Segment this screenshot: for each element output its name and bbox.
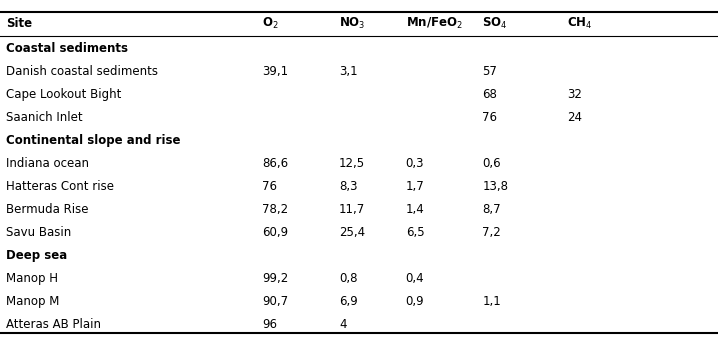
Text: Indiana ocean: Indiana ocean <box>6 157 89 170</box>
Text: 12,5: 12,5 <box>339 157 365 170</box>
Text: 7,2: 7,2 <box>482 226 501 239</box>
Text: 13,8: 13,8 <box>482 180 508 193</box>
Text: 1,7: 1,7 <box>406 180 424 193</box>
Text: Mn/FeO$_2$: Mn/FeO$_2$ <box>406 16 462 31</box>
Text: 76: 76 <box>262 180 277 193</box>
Text: Bermuda Rise: Bermuda Rise <box>6 203 88 216</box>
Text: 11,7: 11,7 <box>339 203 365 216</box>
Text: Cape Lookout Bight: Cape Lookout Bight <box>6 88 121 101</box>
Text: 76: 76 <box>482 111 498 124</box>
Text: 25,4: 25,4 <box>339 226 365 239</box>
Text: Atteras AB Plain: Atteras AB Plain <box>6 318 101 331</box>
Text: Saanich Inlet: Saanich Inlet <box>6 111 83 124</box>
Text: 6,9: 6,9 <box>339 295 358 308</box>
Text: Site: Site <box>6 17 32 29</box>
Text: Deep sea: Deep sea <box>6 249 67 262</box>
Text: 68: 68 <box>482 88 498 101</box>
Text: 4: 4 <box>339 318 346 331</box>
Text: Continental slope and rise: Continental slope and rise <box>6 134 180 147</box>
Text: 0,8: 0,8 <box>339 272 358 285</box>
Text: 32: 32 <box>567 88 582 101</box>
Text: 60,9: 60,9 <box>262 226 288 239</box>
Text: 99,2: 99,2 <box>262 272 289 285</box>
Text: 24: 24 <box>567 111 582 124</box>
Text: 1,1: 1,1 <box>482 295 501 308</box>
Text: 78,2: 78,2 <box>262 203 288 216</box>
Text: Coastal sediments: Coastal sediments <box>6 42 128 55</box>
Text: CH$_4$: CH$_4$ <box>567 16 592 31</box>
Text: 6,5: 6,5 <box>406 226 424 239</box>
Text: 1,4: 1,4 <box>406 203 424 216</box>
Text: 3,1: 3,1 <box>339 65 358 78</box>
Text: SO$_4$: SO$_4$ <box>482 16 508 31</box>
Text: 8,3: 8,3 <box>339 180 358 193</box>
Text: NO$_3$: NO$_3$ <box>339 16 365 31</box>
Text: Savu Basin: Savu Basin <box>6 226 71 239</box>
Text: Hatteras Cont rise: Hatteras Cont rise <box>6 180 113 193</box>
Text: 0,6: 0,6 <box>482 157 501 170</box>
Text: 0,9: 0,9 <box>406 295 424 308</box>
Text: Manop M: Manop M <box>6 295 59 308</box>
Text: 0,4: 0,4 <box>406 272 424 285</box>
Text: 90,7: 90,7 <box>262 295 288 308</box>
Text: 96: 96 <box>262 318 277 331</box>
Text: O$_2$: O$_2$ <box>262 16 279 31</box>
Text: 86,6: 86,6 <box>262 157 288 170</box>
Text: 39,1: 39,1 <box>262 65 288 78</box>
Text: 57: 57 <box>482 65 498 78</box>
Text: Manop H: Manop H <box>6 272 57 285</box>
Text: Danish coastal sediments: Danish coastal sediments <box>6 65 158 78</box>
Text: 0,3: 0,3 <box>406 157 424 170</box>
Text: 8,7: 8,7 <box>482 203 501 216</box>
